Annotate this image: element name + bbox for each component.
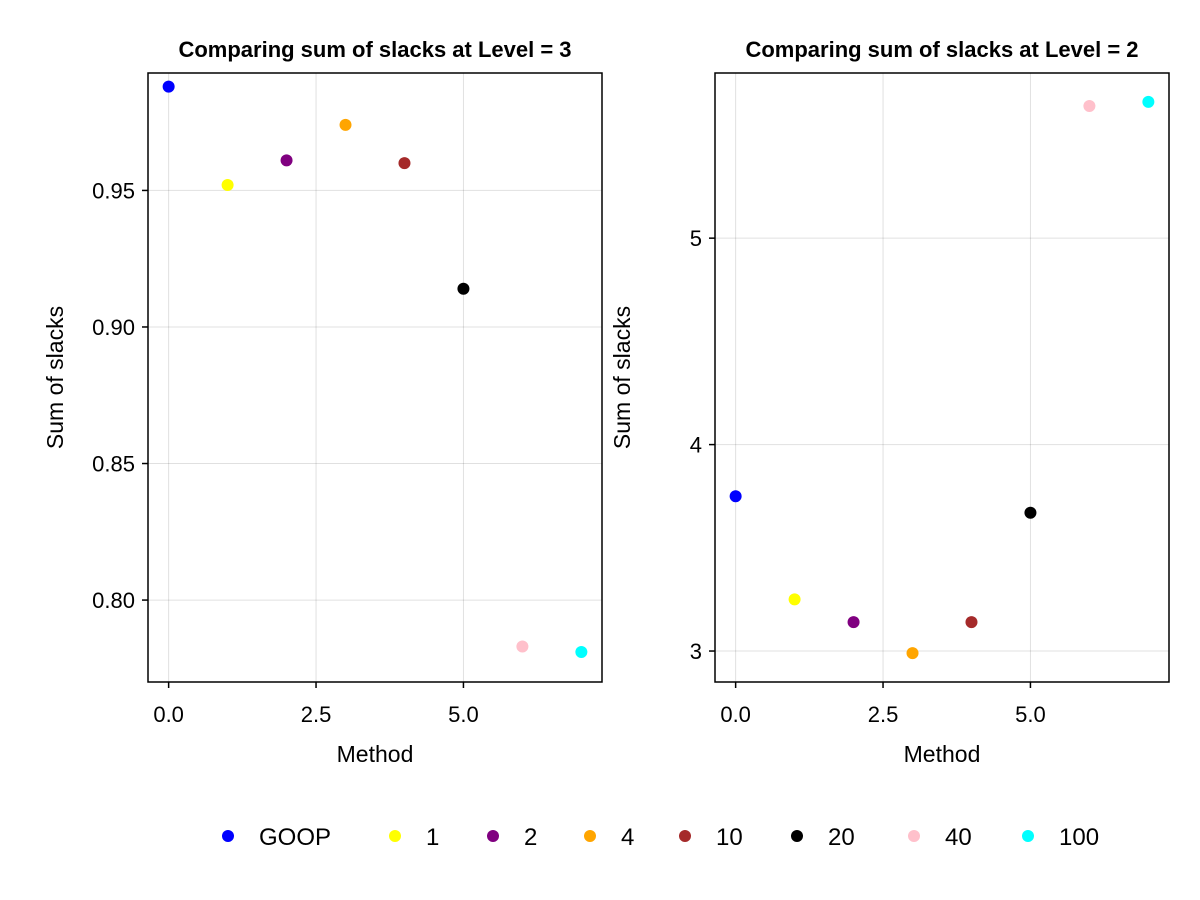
data-point-2 xyxy=(847,616,860,629)
data-point-10 xyxy=(398,157,411,170)
x-tick-label: 0.0 xyxy=(153,702,184,727)
data-point-40 xyxy=(516,640,529,653)
legend-marker xyxy=(1022,830,1034,842)
legend-item: 40 xyxy=(908,824,972,851)
legend-label: 100 xyxy=(1059,824,1099,851)
legend-label: 10 xyxy=(716,824,743,851)
legend-marker xyxy=(487,830,499,842)
data-point-4 xyxy=(906,647,919,660)
data-point-40 xyxy=(1083,100,1096,113)
data-point-10 xyxy=(965,616,978,629)
data-point-100 xyxy=(575,645,588,658)
right-panel: 0.0 2.5 5.0 3 4 5 Comparing sum of slacks at L… xyxy=(609,37,1170,767)
legend-label: 2 xyxy=(524,824,537,851)
data-point-2 xyxy=(280,154,293,167)
data-point-GOOP xyxy=(729,490,742,503)
data-point-20 xyxy=(457,282,470,295)
data-point-20 xyxy=(1024,506,1037,519)
legend-marker xyxy=(908,830,920,842)
x-axis-label: Method xyxy=(337,741,414,767)
legend: GOOP 1 2 4 10 20 40 100 xyxy=(222,824,1099,851)
legend-marker xyxy=(679,830,691,842)
legend-marker xyxy=(222,830,234,842)
data-point-4 xyxy=(339,118,352,131)
chart-title: Comparing sum of slacks at Level = 2 xyxy=(745,37,1138,62)
legend-label: 20 xyxy=(828,824,855,851)
y-tick-label: 3 xyxy=(690,639,702,664)
legend-marker xyxy=(389,830,401,842)
x-tick-label: 5.0 xyxy=(448,702,479,727)
legend-label: GOOP xyxy=(259,824,331,851)
plot-frame xyxy=(714,72,1170,683)
data-point-1 xyxy=(221,178,234,191)
legend-item: 2 xyxy=(487,824,537,851)
plot-frame xyxy=(147,72,603,683)
data-point-GOOP xyxy=(162,80,175,93)
legend-item: 20 xyxy=(791,824,855,851)
legend-item: 4 xyxy=(584,824,634,851)
y-tick-label: 0.80 xyxy=(92,588,135,613)
chart-title: Comparing sum of slacks at Level = 3 xyxy=(178,37,571,62)
left-panel: 0.0 2.5 5.0 0.80 0.85 0.90 0.95 Comparing sum o… xyxy=(42,37,603,767)
legend-item: 10 xyxy=(679,824,743,851)
legend-label: 1 xyxy=(426,824,439,851)
y-tick-label: 0.90 xyxy=(92,315,135,340)
x-tick-label: 0.0 xyxy=(720,702,751,727)
legend-item: 100 xyxy=(1022,824,1099,851)
x-tick-label: 5.0 xyxy=(1015,702,1046,727)
data-point-1 xyxy=(788,593,801,606)
y-tick-label: 0.95 xyxy=(92,178,135,203)
y-axis-label: Sum of slacks xyxy=(609,306,635,449)
legend-marker xyxy=(584,830,596,842)
y-tick-label: 0.85 xyxy=(92,452,135,477)
legend-marker xyxy=(791,830,803,842)
data-point-100 xyxy=(1142,95,1155,108)
legend-item: 1 xyxy=(389,824,439,851)
legend-label: 40 xyxy=(945,824,972,851)
legend-label: 4 xyxy=(621,824,634,851)
x-tick-label: 2.5 xyxy=(301,702,332,727)
y-tick-label: 4 xyxy=(690,433,702,458)
legend-item: GOOP xyxy=(222,824,331,851)
x-axis-label: Method xyxy=(904,741,981,767)
y-axis-label: Sum of slacks xyxy=(42,306,68,449)
y-tick-label: 5 xyxy=(690,226,702,251)
x-tick-label: 2.5 xyxy=(868,702,899,727)
